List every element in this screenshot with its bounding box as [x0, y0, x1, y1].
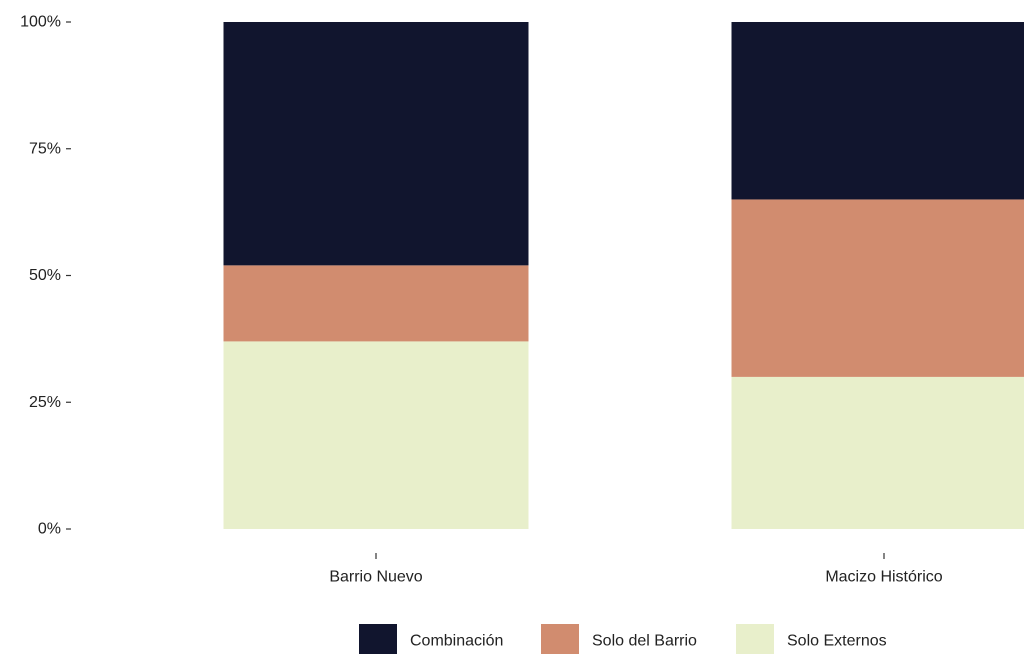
- legend-item: Solo Externos: [736, 624, 887, 654]
- x-tick-label: Barrio Nuevo: [329, 569, 422, 586]
- legend-swatch: [359, 624, 397, 654]
- y-tick-label: 50%: [29, 267, 61, 284]
- bar-segment: [224, 341, 529, 529]
- legend-label: Solo del Barrio: [592, 633, 697, 650]
- legend-item: Solo del Barrio: [541, 624, 697, 654]
- bars-layer: [224, 22, 1024, 529]
- legend-swatch: [736, 624, 774, 654]
- y-tick-label: 0%: [38, 521, 61, 538]
- bar-segment: [224, 265, 529, 341]
- bar-segment: [224, 22, 529, 265]
- bar-segment: [732, 199, 1024, 376]
- bar-segment: [732, 377, 1024, 529]
- legend-swatch: [541, 624, 579, 654]
- legend: Combinación Solo del Barrio Solo Externos: [359, 624, 887, 654]
- bar-stack-1: [732, 22, 1024, 529]
- y-axis: 0% 25% 50% 75% 100%: [20, 14, 71, 538]
- legend-label: Combinación: [410, 633, 503, 650]
- bar-stack-0: [224, 22, 529, 529]
- legend-item: Combinación: [359, 624, 503, 654]
- y-tick-label: 100%: [20, 14, 61, 31]
- y-tick-label: 25%: [29, 394, 61, 411]
- bar-segment: [732, 22, 1024, 199]
- x-tick-label: Macizo Histórico: [825, 569, 942, 586]
- y-tick-label: 75%: [29, 140, 61, 157]
- x-axis: Barrio Nuevo Macizo Histórico: [329, 553, 942, 586]
- legend-label: Solo Externos: [787, 633, 887, 650]
